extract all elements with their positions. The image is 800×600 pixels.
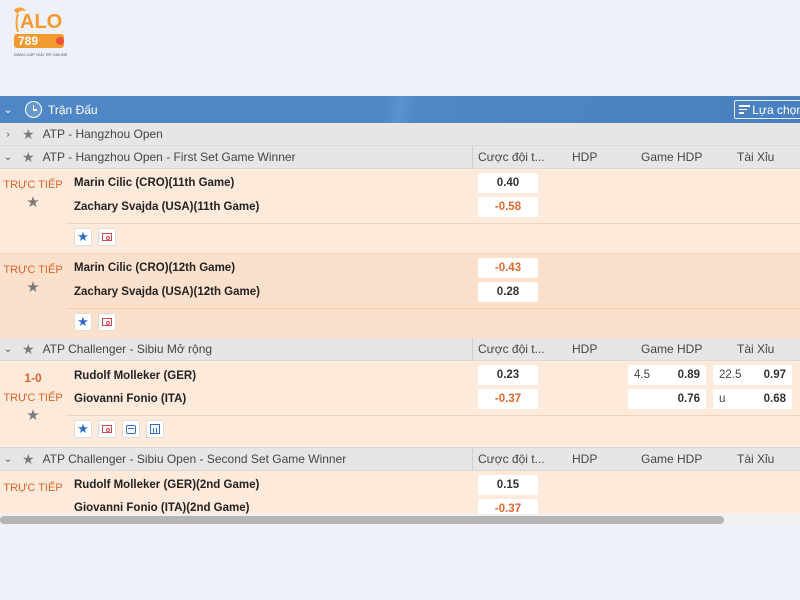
game-hdp-line: 4.5 [634, 369, 650, 381]
favorite-star-icon[interactable]: ★ [22, 148, 35, 165]
live-label: TRỰC TIẾP [3, 264, 63, 276]
team-home: Rudolf Molleker (GER) [74, 370, 197, 382]
match-tools: ★ [74, 313, 116, 331]
column-header-tai-xiu: Tài Xỉu [737, 150, 775, 164]
alo789-logo: ALO 789 ĐẲNG CẤP GIẢI TRÍ ONLINE [14, 7, 68, 57]
game-hdp-home-odds: 0.89 [677, 369, 700, 381]
favorite-star-icon[interactable]: ★ [26, 279, 40, 296]
ou-under-odds: 0.68 [763, 393, 786, 405]
match-tools: ★ [74, 420, 164, 438]
column-header-hdp: HDP [572, 342, 598, 356]
odds-home[interactable]: 0.15 [478, 475, 538, 495]
live-label: TRỰC TIẾP [3, 179, 63, 191]
collapse-all-chevron-icon[interactable]: ⌄ [3, 104, 13, 116]
column-header-odds: Cược đội t... [472, 146, 562, 168]
court-icon[interactable] [98, 420, 116, 438]
game-hdp-home[interactable]: 4.5 0.89 [628, 365, 706, 385]
ou-over-odds: 0.97 [763, 369, 786, 381]
court-icon[interactable] [98, 228, 116, 246]
odds-home[interactable]: -0.43 [478, 258, 538, 278]
divider [66, 308, 800, 309]
odds-home[interactable]: 0.40 [478, 173, 538, 193]
match-status: TRỰC TIẾP ★ [0, 264, 66, 296]
odds-home[interactable]: 0.23 [478, 365, 538, 385]
match-row: TRỰC TIẾP ★ Marin Cilic (CRO)(11th Game)… [0, 169, 800, 254]
league-row-hangzhou[interactable]: › ★ ATP - Hangzhou Open [0, 123, 800, 146]
collapse-chevron-icon[interactable]: ⌄ [3, 343, 13, 355]
ou-under-label: u [719, 393, 726, 405]
clock-icon [25, 101, 42, 118]
league-name: ATP - Hangzhou Open - First Set Game Win… [42, 150, 296, 164]
over-under-under[interactable]: u 0.68 [713, 389, 792, 409]
favorite-star-icon[interactable]: ★ [22, 450, 35, 467]
expand-chevron-icon[interactable]: › [6, 128, 10, 140]
match-row: 1-0 TRỰC TIẾP ★ Rudolf Molleker (GER) Gi… [0, 361, 800, 447]
league-row-hangzhou-first-set[interactable]: ⌄ ★ ATP - Hangzhou Open - First Set Game… [0, 146, 800, 169]
match-status: TRỰC TIẾP ★ [0, 179, 66, 211]
team-home: Rudolf Molleker (GER)(2nd Game) [74, 479, 260, 491]
column-header-hdp: HDP [572, 150, 598, 164]
live-label: TRỰC TIẾP [3, 482, 63, 494]
court-icon[interactable] [98, 313, 116, 331]
ou-line: 22.5 [719, 369, 742, 381]
select-filter-label: Lựa chọn l [752, 102, 800, 117]
collapse-chevron-icon[interactable]: ⌄ [3, 453, 13, 465]
column-header-game-hdp: Game HDP [641, 150, 703, 164]
live-label: TRỰC TIẾP [3, 392, 63, 404]
calendar-icon[interactable] [146, 420, 164, 438]
match-status: TRỰC TIẾP [0, 483, 66, 494]
team-home: Marin Cilic (CRO)(12th Game) [74, 262, 236, 274]
match-tools: ★ [74, 228, 116, 246]
odds-away[interactable]: 0.28 [478, 282, 538, 302]
favorite-star-icon[interactable]: ★ [74, 420, 92, 438]
logo-number: 789 [18, 34, 38, 48]
favorite-star-icon[interactable]: ★ [74, 313, 92, 331]
league-row-sibiu[interactable]: ⌄ ★ ATP Challenger - Sibiu Mở rộng Cược … [0, 338, 800, 361]
filter-icon [739, 105, 750, 114]
over-under-over[interactable]: 22.5 0.97 [713, 365, 792, 385]
horizontal-scrollbar[interactable] [0, 514, 800, 524]
divider [66, 415, 800, 416]
match-row: TRỰC TIẾP ★ Marin Cilic (CRO)(12th Game)… [0, 254, 800, 338]
match-score: 1-0 [24, 371, 42, 385]
odds-away[interactable]: -0.37 [478, 389, 538, 409]
scrollbar-thumb[interactable] [0, 516, 724, 524]
league-name: ATP - Hangzhou Open [42, 127, 163, 141]
logo-text: ALO [20, 11, 62, 33]
team-away: Zachary Svajda (USA)(12th Game) [74, 286, 260, 298]
column-header-tai-xiu: Tài Xỉu [737, 342, 775, 356]
logo-tagline: ĐẲNG CẤP GIẢI TRÍ ONLINE [14, 52, 68, 57]
favorite-star-icon[interactable]: ★ [26, 407, 40, 424]
favorite-star-icon[interactable]: ★ [22, 125, 35, 142]
game-hdp-away[interactable]: 0.76 [628, 389, 706, 409]
game-hdp-away-odds: 0.76 [677, 393, 700, 405]
column-header-tai-xiu: Tài Xỉu [737, 452, 775, 466]
betting-panel: ⌄ Trận Đấu Lựa chọn l › ★ ATP - Hangzhou… [0, 96, 800, 524]
column-header-odds: Cược đội t... [472, 338, 562, 360]
league-name: ATP Challenger - Sibiu Mở rộng [42, 342, 213, 356]
collapse-chevron-icon[interactable]: ⌄ [3, 151, 13, 163]
odds-away[interactable]: -0.58 [478, 197, 538, 217]
matches-header-bar: ⌄ Trận Đấu Lựa chọn l [0, 96, 800, 123]
match-status: 1-0 TRỰC TIẾP ★ [0, 371, 66, 424]
team-home: Marin Cilic (CRO)(11th Game) [74, 177, 235, 189]
column-header-odds: Cược đội t... [472, 448, 562, 470]
column-header-hdp: HDP [572, 452, 598, 466]
team-away: Giovanni Fonio (ITA)(2nd Game) [74, 502, 250, 514]
league-name: ATP Challenger - Sibiu Open - Second Set… [42, 452, 347, 466]
league-row-sibiu-second-set[interactable]: ⌄ ★ ATP Challenger - Sibiu Open - Second… [0, 447, 800, 471]
favorite-star-icon[interactable]: ★ [26, 194, 40, 211]
team-away: Giovanni Fonio (ITA) [74, 393, 187, 405]
team-away: Zachary Svajda (USA)(11th Game) [74, 201, 260, 213]
divider [66, 223, 800, 224]
favorite-star-icon[interactable]: ★ [22, 340, 35, 357]
column-header-game-hdp: Game HDP [641, 452, 703, 466]
column-header-game-hdp: Game HDP [641, 342, 703, 356]
matches-title: Trận Đấu [48, 102, 98, 117]
favorite-star-icon[interactable]: ★ [74, 228, 92, 246]
select-filter-button[interactable]: Lựa chọn l [734, 100, 800, 119]
stats-icon[interactable] [122, 420, 140, 438]
